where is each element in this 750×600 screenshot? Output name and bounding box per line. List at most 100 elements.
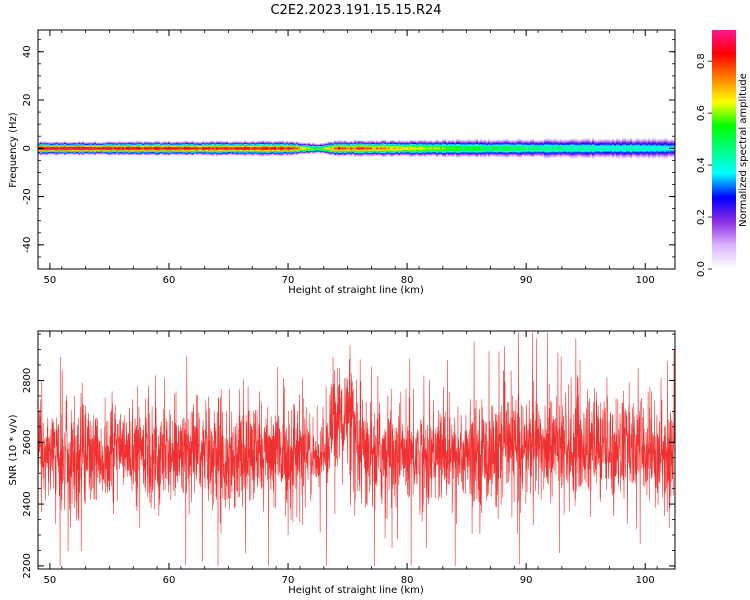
spectrogram-cell (250, 144, 253, 146)
spectrogram-cell (640, 146, 643, 148)
spectrogram-cell (416, 146, 419, 148)
spectrogram-cell (140, 154, 143, 156)
spectrogram-cell (204, 146, 207, 148)
spectrogram-cell (482, 155, 485, 157)
spectrogram-cell (268, 142, 271, 144)
spectrogram-cell (356, 141, 359, 143)
spectrogram-cell (52, 149, 55, 151)
spectrogram-cell (596, 145, 599, 147)
spectrogram-cell (50, 142, 53, 144)
spectrogram-cell (430, 154, 433, 156)
spectrogram-cell (218, 148, 221, 150)
spectrogram-cell (160, 153, 163, 155)
spectrogram-cell (500, 145, 503, 147)
spectrogram-cell (518, 148, 521, 150)
spectrogram-cell (638, 156, 641, 158)
spectrogram-cell (170, 153, 173, 155)
spectrogram-cell (136, 154, 139, 156)
spectrogram-cell (512, 140, 515, 142)
spectrogram-cell (142, 141, 145, 143)
spectrogram-cell (312, 151, 315, 153)
spectrogram-cell (360, 147, 363, 149)
spectrogram-cell (348, 144, 351, 146)
spectrogram-cell (306, 150, 309, 152)
spectrogram-cell (616, 144, 619, 146)
spectrogram-cell (80, 154, 83, 156)
spectrogram-cell (514, 146, 517, 148)
spectrogram-cell (166, 143, 169, 145)
spectrogram-cell (350, 143, 353, 145)
spectrogram-cell (560, 151, 563, 153)
spectrogram-cell (606, 141, 609, 143)
spectrogram-cell (110, 153, 113, 155)
spectrogram-cell (390, 154, 393, 156)
spectrogram-cell (596, 148, 599, 150)
spectrogram-cell (532, 147, 535, 149)
spectrogram-cell (124, 153, 127, 155)
spectrogram-cell (370, 152, 373, 154)
spectrogram-cell (330, 152, 333, 154)
spectrogram-cell (434, 151, 437, 153)
spectrogram-cell (498, 147, 501, 149)
spectrogram-cell (362, 152, 365, 154)
spectrogram-cell (210, 149, 213, 151)
spectrogram-cell (598, 140, 601, 142)
spectrogram-cell (74, 142, 77, 144)
spectrogram-cell (532, 143, 535, 145)
spectrogram-cell (616, 138, 619, 140)
spectrogram-cell (450, 141, 453, 143)
spectrogram-cell (206, 149, 209, 151)
spectrogram-cell (418, 142, 421, 144)
spectrogram-cell (470, 143, 473, 145)
spectrogram-cell (454, 153, 457, 155)
spectrogram-cell (108, 149, 111, 151)
spectrogram-cell (338, 155, 341, 157)
spectrogram-cell (276, 152, 279, 154)
spectrogram-cell (214, 141, 217, 143)
spectrogram-cell (600, 142, 603, 144)
spectrogram-cell (458, 142, 461, 144)
spectrogram-cell (662, 151, 665, 153)
spectrogram-cell (654, 155, 657, 157)
spectrogram-cell (42, 149, 45, 152)
spectrogram-cell (398, 155, 401, 157)
spectrogram-cell (136, 143, 139, 145)
spectrogram-cell (112, 147, 115, 149)
spectrogram-cell (390, 146, 393, 148)
spectrogram-cell (194, 153, 197, 155)
spectrogram-cell (538, 141, 541, 143)
spectrogram-cell (608, 152, 611, 154)
spectrogram-cell (468, 140, 471, 142)
spectrogram-cell (606, 147, 609, 149)
spectrogram-cell (352, 148, 355, 150)
spectrogram-cell (416, 150, 419, 152)
spectrogram-cell (530, 152, 533, 154)
spectrogram-cell (330, 147, 333, 149)
spectrogram-cell (66, 152, 69, 154)
spectrogram-cell (658, 146, 661, 148)
spectrogram-cell (594, 150, 597, 152)
spectrogram-cell (120, 145, 123, 147)
spectrogram-cell (388, 147, 391, 149)
spectrogram-cell (524, 149, 527, 151)
spectrogram-cell (488, 152, 491, 154)
spectrogram-cell (602, 151, 605, 153)
spectrogram-cell (366, 150, 369, 152)
spectrogram-cell (384, 143, 387, 145)
spectrogram-cell (308, 153, 311, 155)
spectrogram-cell (548, 139, 551, 141)
spectrogram-cell (96, 152, 99, 154)
spectrogram-cell (352, 143, 355, 145)
spectrogram-cell (382, 149, 385, 152)
spectrogram-cell (470, 152, 473, 154)
spectrogram-cell (190, 147, 193, 149)
spectrogram-cell (450, 151, 453, 153)
spectrogram-cell (532, 150, 535, 152)
spectrogram-cell (244, 142, 247, 144)
spectrogram-cell (628, 143, 631, 145)
spectrogram-cell (518, 157, 521, 159)
spectrogram-cell (74, 145, 77, 147)
spectrogram-cell (96, 150, 99, 152)
spectrogram-cell (264, 154, 267, 156)
spectrogram-cell (334, 148, 337, 150)
